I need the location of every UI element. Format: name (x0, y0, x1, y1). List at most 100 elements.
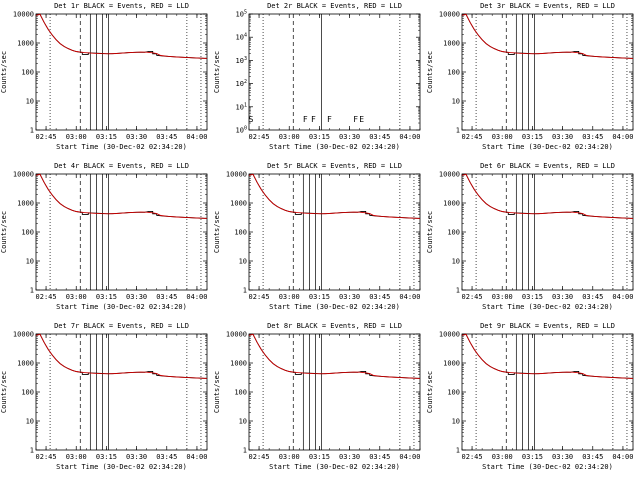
plot-frame (461, 333, 634, 451)
chart-title: Det 5r BLACK = Events, RED = LLD (267, 162, 402, 170)
chart-det-9: Det 9r BLACK = Events, RED = LLD10000100… (426, 322, 634, 471)
x-tick-label: 02:45 (249, 293, 270, 301)
y-tick-label: 100 (447, 229, 460, 237)
series-lld (35, 333, 208, 379)
chart-cell-1: Det 1r BLACK = Events, RED = LLD 10000 100… (0, 0, 213, 160)
x-tick-label: 03:15 (309, 453, 330, 461)
chart-title: Det 8r BLACK = Events, RED = LLD (267, 322, 402, 330)
y-tick-label: 10 (239, 418, 247, 426)
y-tick-label: 1 (243, 447, 247, 455)
y-tick-label: 100 (236, 126, 247, 135)
y-tick-label: 1 (456, 447, 460, 455)
x-tick-label: 03:15 (522, 293, 543, 301)
chart-title: Det 7r BLACK = Events, RED = LLD (54, 322, 189, 330)
flag-letter-E: E (359, 115, 364, 124)
x-axis-title: Start Time (30-Dec-02 02:34:20) (56, 303, 187, 311)
y-tick-label: 105 (236, 10, 247, 19)
flag-letter-F: F (311, 115, 316, 124)
chart-title: Det 3r BLACK = Events, RED = LLD (480, 2, 615, 10)
x-tick-label: 04:00 (186, 293, 207, 301)
y-tick-label: 100 (447, 389, 460, 397)
flag-letter-S: S (249, 115, 254, 124)
x-tick-label: 03:30 (126, 133, 147, 141)
x-tick-label: 03:45 (369, 293, 390, 301)
y-tick-label: 10000 (13, 11, 34, 19)
y-tick-label: 103 (236, 56, 247, 65)
y-tick-label: 100 (447, 69, 460, 77)
series-lld (461, 173, 634, 219)
x-tick-label: 03:45 (156, 293, 177, 301)
x-tick-label: 03:30 (552, 133, 573, 141)
chart-det-3: Det 3r BLACK = Events, RED = LLD 10000 100… (426, 2, 633, 151)
y-tick-label: 1000 (17, 40, 34, 48)
x-tick-label: 02:45 (249, 453, 270, 461)
x-tick-label: 03:00 (66, 453, 87, 461)
x-tick-label: 03:00 (279, 133, 300, 141)
chart-det-1: Det 1r BLACK = Events, RED = LLD 10000 100… (0, 2, 208, 151)
x-tick-label: 03:30 (339, 453, 360, 461)
x-tick-label: 03:30 (126, 453, 147, 461)
y-tick-label: 1 (456, 287, 460, 295)
plot-frame (461, 173, 634, 291)
y-tick-label: 1 (456, 127, 460, 135)
x-tick-label: 03:00 (279, 453, 300, 461)
y-axis-title: Counts/sec (213, 51, 221, 93)
x-tick-label: 03:00 (66, 293, 87, 301)
x-tick-label: 03:30 (126, 293, 147, 301)
x-axis-title: Start Time (30-Dec-02 02:34:20) (269, 463, 400, 471)
chart-title: Det 4r BLACK = Events, RED = LLD (54, 162, 189, 170)
y-tick-label: 100 (21, 389, 34, 397)
chart-cell-4: Det 4r BLACK = Events, RED = LLD 10000 100… (0, 160, 213, 320)
x-tick-label: 03:45 (369, 133, 390, 141)
y-tick-label: 102 (236, 79, 247, 88)
series-lld (248, 173, 421, 219)
y-axis-title: Counts/sec (213, 371, 221, 413)
y-tick-label: 1000 (17, 360, 34, 368)
x-tick-label: 03:15 (96, 293, 117, 301)
y-tick-label: 100 (21, 229, 34, 237)
y-tick-label: 100 (21, 69, 34, 77)
chart-title: Det 1r BLACK = Events, RED = LLD (54, 2, 189, 10)
x-axis-title: Start Time (30-Dec-02 02:34:20) (56, 143, 187, 151)
chart-det-5: Det 5r BLACK = Events, RED = LLD10000100… (213, 162, 421, 311)
chart-title: Det 6r BLACK = Events, RED = LLD (480, 162, 615, 170)
y-tick-label: 1 (30, 287, 34, 295)
x-tick-label: 03:15 (96, 133, 117, 141)
x-tick-label: 04:00 (612, 293, 633, 301)
x-tick-label: 02:45 (36, 453, 57, 461)
x-axis-title: Start Time (30-Dec-02 02:34:20) (269, 143, 400, 151)
flag-letter-F: F (353, 115, 358, 124)
x-tick-label: 03:00 (492, 293, 513, 301)
series-events (461, 173, 634, 219)
plot-frame (248, 333, 421, 451)
y-tick-label: 10000 (439, 11, 460, 19)
x-axis-title: Start Time (30-Dec-02 02:34:20) (482, 303, 613, 311)
y-tick-label: 1000 (230, 360, 247, 368)
x-tick-label: 02:45 (249, 133, 270, 141)
y-axis-title: Counts/sec (426, 211, 434, 253)
plot-frame (35, 333, 208, 451)
x-tick-label: 03:15 (522, 453, 543, 461)
y-tick-label: 1 (243, 287, 247, 295)
y-tick-label: 100 (234, 229, 247, 237)
series-lld (248, 333, 421, 379)
x-tick-label: 03:15 (309, 293, 330, 301)
chart-title: Det 9r BLACK = Events, RED = LLD (480, 322, 615, 330)
y-tick-label: 10 (239, 258, 247, 266)
y-axis-title: Counts/sec (0, 51, 8, 93)
chart-cell-9: Det 9r BLACK = Events, RED = LLD 10000 100… (426, 320, 639, 480)
series-events (248, 173, 421, 219)
y-tick-label: 1000 (230, 200, 247, 208)
y-tick-label: 1000 (17, 200, 34, 208)
x-tick-label: 03:15 (522, 133, 543, 141)
y-tick-label: 10000 (439, 171, 460, 179)
chart-det-6: Det 6r BLACK = Events, RED = LLD 10000 100… (426, 162, 634, 311)
y-tick-label: 1 (30, 447, 34, 455)
chart-cell-2: Det 2r BLACK = Events, RED = LLD 105 104 10… (213, 0, 426, 160)
series-lld (35, 13, 208, 59)
series-events (35, 333, 208, 379)
x-tick-label: 03:30 (339, 133, 360, 141)
plot-frame (35, 173, 208, 291)
x-tick-label: 02:45 (36, 133, 57, 141)
y-tick-label: 101 (236, 102, 247, 111)
